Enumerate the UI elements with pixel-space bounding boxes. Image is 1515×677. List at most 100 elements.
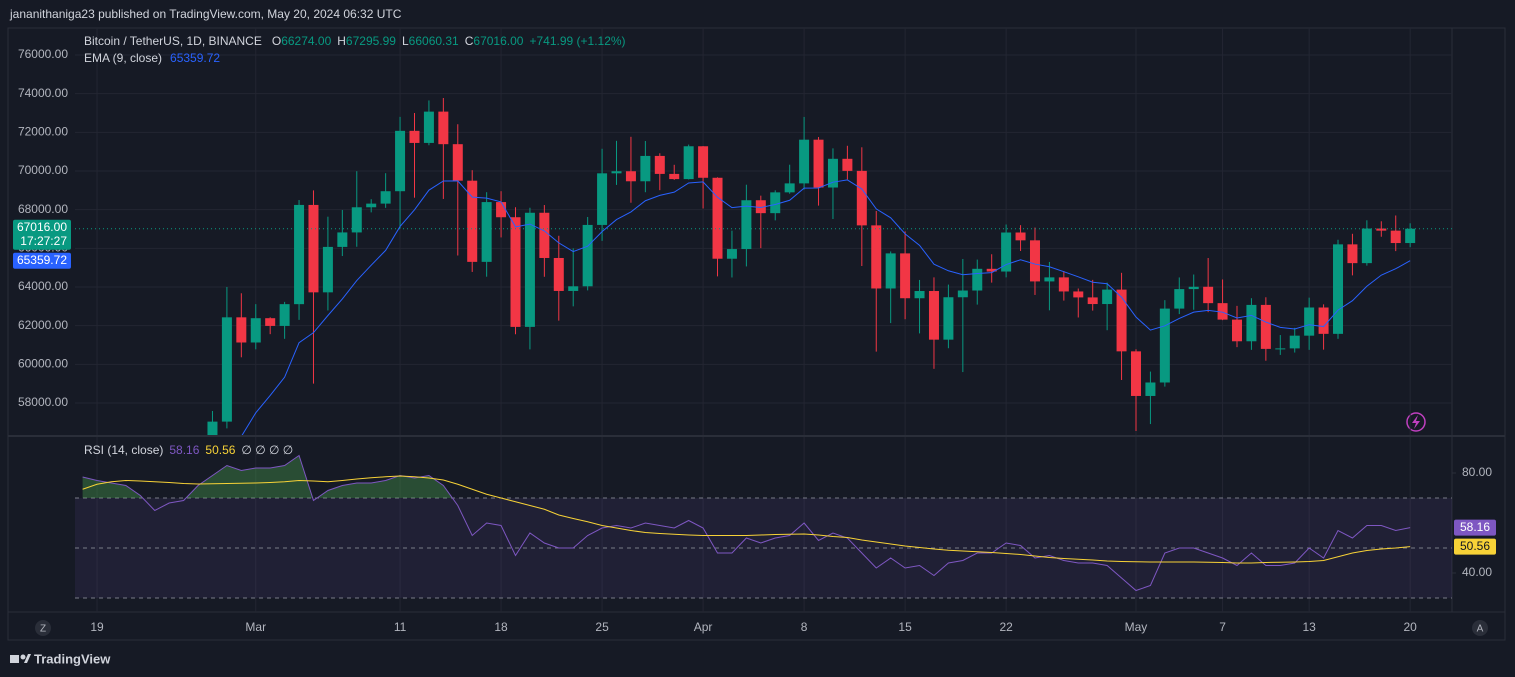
candle-body [221, 317, 232, 422]
candle-body [928, 291, 939, 340]
candle-body [943, 297, 954, 340]
candle-body [265, 318, 276, 326]
x-tick-label: 25 [595, 620, 609, 634]
candle-body [236, 317, 247, 343]
rsi-legend: RSI (14, close) 58.16 50.56 ∅ ∅ ∅ ∅ [84, 443, 293, 457]
y-tick-label: 60000.00 [18, 357, 68, 371]
ema-tag-label: 65359.72 [17, 253, 67, 267]
candle-body [741, 200, 752, 250]
candle-body [250, 318, 261, 343]
alert-circle[interactable] [1406, 412, 1426, 432]
y-tick-label: 64000.00 [18, 279, 68, 293]
price-plot [207, 97, 1416, 435]
x-tick-label: Apr [694, 620, 713, 634]
candle-body [799, 139, 810, 184]
right-button[interactable] [1472, 620, 1488, 636]
right-button-label[interactable]: A [1477, 624, 1484, 635]
legend-key: O [272, 34, 281, 48]
candle-body [409, 130, 420, 143]
candle-body [481, 202, 492, 262]
candle-body [207, 421, 218, 435]
x-tick-label: 18 [494, 620, 508, 634]
rsi-tag [1454, 538, 1496, 555]
candle-body [755, 200, 766, 214]
logo-mark [10, 655, 19, 663]
legend-value: 67295.99 [346, 34, 396, 48]
logo-text: TradingView [34, 651, 111, 666]
candle-body [351, 207, 362, 233]
rsi-line [82, 475, 1411, 564]
candle-body [1130, 351, 1141, 396]
candle-body [423, 111, 434, 143]
candle-body [1145, 382, 1156, 396]
candle-body [654, 155, 665, 174]
legend-value: 67016.00 [473, 34, 523, 48]
candle-body [1318, 307, 1329, 334]
y-tick-label: 70000.00 [18, 163, 68, 177]
x-tick-label: 7 [1219, 620, 1226, 634]
rsi-tick-label: 40.00 [1462, 565, 1492, 579]
x-tick-label: 19 [90, 620, 104, 634]
left-button[interactable] [35, 620, 51, 636]
alert-bolt[interactable] [1412, 415, 1420, 429]
rsi-legend-value: 50.56 [205, 443, 235, 457]
candle-body [337, 232, 348, 247]
logo-mark [20, 654, 26, 660]
alert-icon[interactable] [1406, 412, 1426, 432]
y-tick-label: 58000.00 [18, 395, 68, 409]
x-tick-label: 13 [1302, 620, 1316, 634]
candle-body [1260, 304, 1271, 349]
candle-body [553, 257, 564, 291]
rsi-tag-label: 58.16 [1460, 520, 1490, 534]
candle-body [1304, 307, 1315, 336]
y-tick-label: 68000.00 [18, 202, 68, 216]
rsi-legend-extra: ∅ ∅ ∅ ∅ [241, 443, 293, 457]
x-tick-label: 15 [898, 620, 912, 634]
candle-body [856, 170, 867, 226]
last-price-tag [13, 219, 71, 250]
left-button-label[interactable]: Z [40, 624, 46, 635]
rsi-tick-label: 80.00 [1462, 465, 1492, 479]
candle-body [683, 146, 694, 180]
candle-body [827, 158, 838, 188]
candle-body [986, 268, 997, 272]
overbought-fill [82, 455, 1411, 498]
candle-body [900, 253, 911, 299]
candle-body [1073, 291, 1084, 298]
x-tick-label: 8 [801, 620, 808, 634]
x-tick-label: 11 [394, 620, 407, 634]
candle-body [1390, 230, 1401, 244]
last-price-label: 67016.00 [17, 220, 67, 234]
candle-body [1361, 228, 1372, 264]
candle-body [1116, 289, 1127, 352]
legend-value: 66060.31 [409, 34, 459, 48]
rsi-tag-label: 50.56 [1460, 539, 1490, 553]
candle-body [1058, 277, 1069, 292]
x-tick-label: 20 [1403, 620, 1417, 634]
rsi-line [82, 454, 1411, 592]
candle-body [1333, 244, 1344, 334]
legend-value: 66274.00 [281, 34, 331, 48]
ema-legend-value: 65359.72 [170, 51, 220, 65]
ema-legend: EMA (9, close) 65359.72 [84, 51, 220, 65]
candle-body [1203, 286, 1214, 304]
candle-body [871, 225, 882, 289]
candle-body [669, 173, 680, 180]
y-tick-label: 72000.00 [18, 125, 68, 139]
candle-body [712, 177, 723, 259]
candle-body [510, 217, 521, 327]
candle-body [726, 249, 737, 259]
candle-body [625, 171, 636, 182]
y-tick-label: 62000.00 [18, 318, 68, 332]
candle-body [842, 158, 853, 171]
candle-body [1376, 228, 1387, 231]
price-legend: Bitcoin / TetherUS, 1D, BINANCE O66274.00… [84, 34, 626, 48]
candle-body [279, 304, 290, 326]
candle-body [380, 191, 391, 204]
candle-body [1275, 348, 1286, 350]
ema-line [241, 179, 1411, 435]
rsi-legend-value: 58.16 [169, 443, 199, 457]
candle-body [640, 155, 651, 182]
legend-key: L [402, 34, 409, 48]
candle-body [611, 171, 622, 174]
